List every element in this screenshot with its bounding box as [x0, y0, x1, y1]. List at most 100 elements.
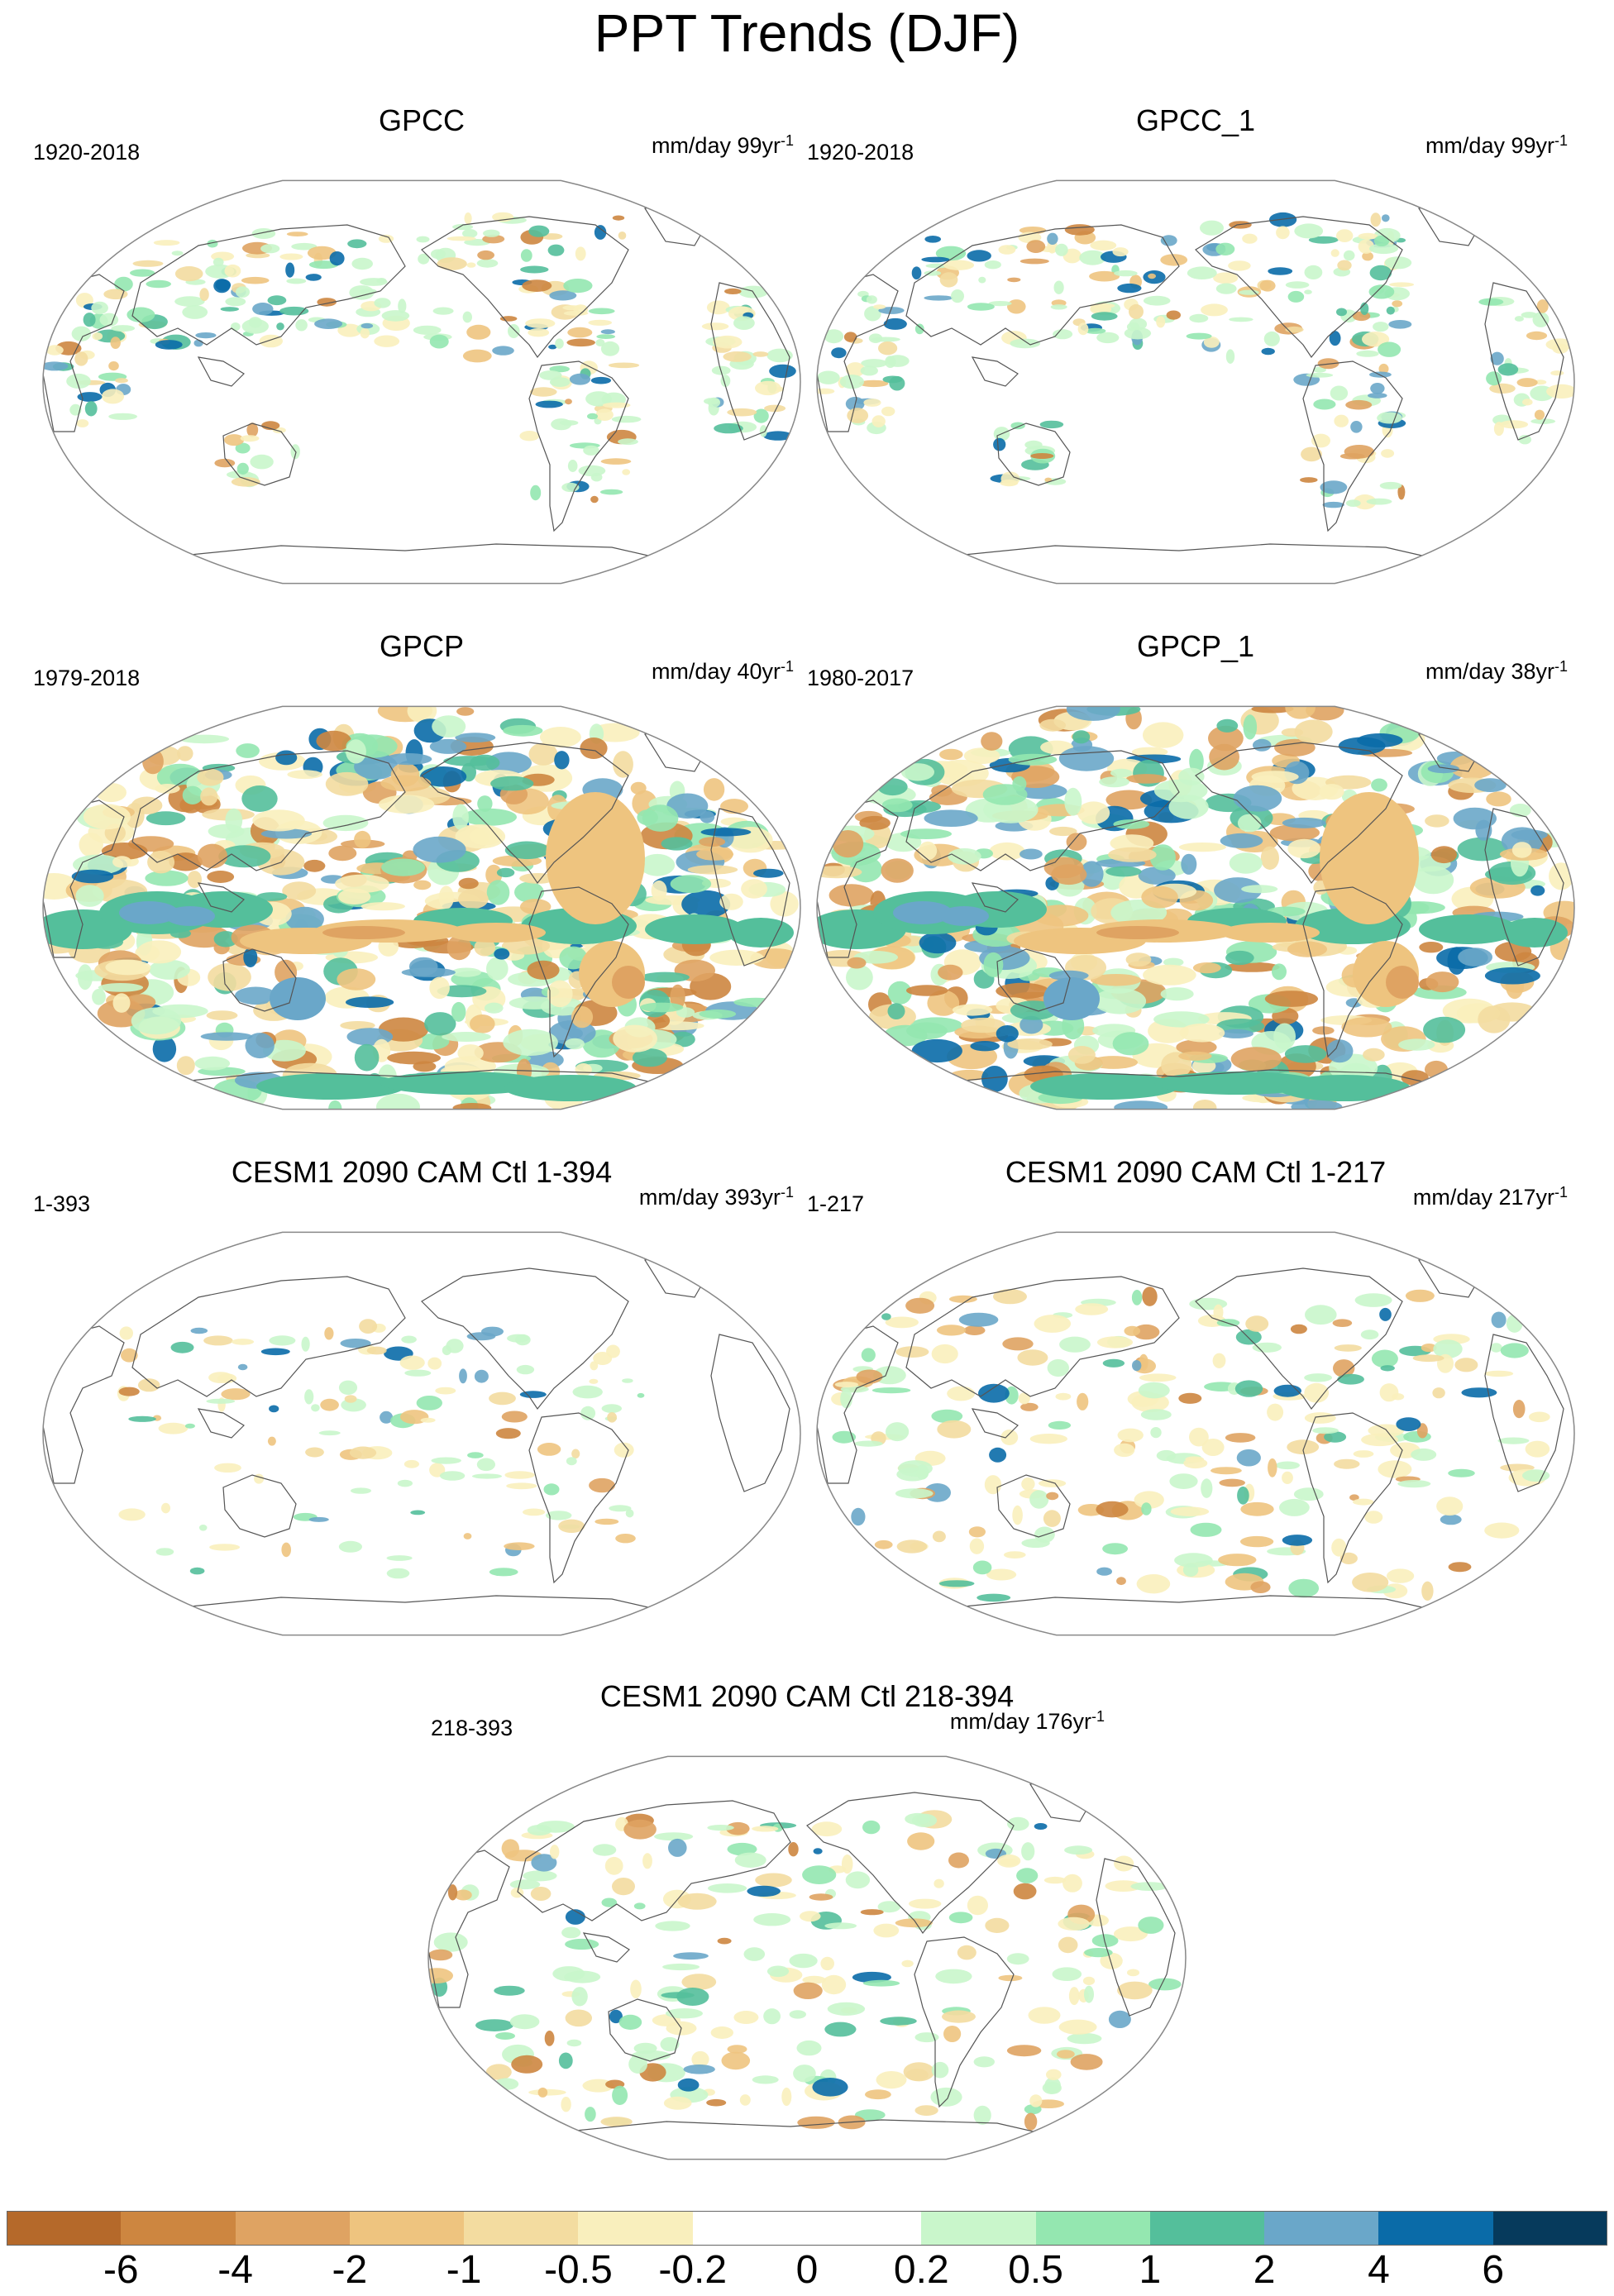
dry-trend-patch — [608, 362, 640, 369]
coastline-antarctica — [566, 2119, 1056, 2137]
colorbar-tick-label: 0 — [795, 2248, 819, 2292]
dry-trend-patch — [1160, 254, 1188, 266]
wet-trend-patch — [600, 341, 620, 356]
wet-trend-patch — [194, 1056, 231, 1071]
dry-trend-patch — [43, 873, 79, 900]
wet-trend-patch — [1530, 418, 1556, 424]
dry-trend-patch — [901, 1959, 914, 1968]
dry-trend-patch — [1127, 1969, 1139, 1977]
wet-trend-patch — [1215, 283, 1237, 294]
wet-trend-patch — [935, 1969, 972, 1984]
dry-trend-patch — [1230, 1047, 1282, 1072]
wet-trend-patch — [789, 1953, 818, 1969]
wet-trend-patch — [1237, 1486, 1249, 1505]
dry-trend-patch — [865, 2089, 891, 2100]
wet-trend-patch — [973, 2056, 995, 2068]
dry-trend-patch — [797, 2116, 835, 2129]
coastline-south-america — [1302, 360, 1403, 532]
wet-trend-patch — [852, 1971, 891, 1983]
dry-trend-patch — [501, 1839, 519, 1858]
dry-trend-patch — [1334, 1458, 1360, 1469]
colorbar-swatch — [1264, 2211, 1379, 2246]
wet-trend-patch — [285, 906, 324, 932]
wet-trend-patch — [1288, 1578, 1320, 1598]
dry-trend-patch — [79, 833, 103, 857]
dry-trend-patch — [932, 1530, 946, 1543]
wet-trend-patch — [877, 1901, 901, 1913]
dry-trend-patch — [566, 338, 595, 347]
dry-trend-patch — [1017, 1349, 1048, 1366]
dry-trend-patch — [947, 1386, 976, 1401]
wet-trend-patch — [73, 854, 124, 875]
dry-trend-band — [1220, 923, 1320, 943]
wet-trend-patch — [972, 1560, 992, 1575]
dry-trend-patch — [231, 1339, 255, 1345]
wet-trend-patch — [418, 253, 430, 265]
dry-trend-patch — [119, 1326, 133, 1340]
wet-trend-patch — [707, 397, 721, 408]
dry-trend-patch — [307, 246, 337, 260]
wet-trend-patch — [668, 1838, 687, 1857]
wet-trend-patch — [989, 1447, 1007, 1463]
dry-trend-patch — [158, 1422, 189, 1434]
dry-trend-patch — [1486, 791, 1511, 807]
dry-trend-patch — [1114, 1443, 1135, 1458]
coastline-australia — [222, 422, 297, 486]
wet-trend-patch — [1080, 861, 1104, 887]
coastline-south-america — [1302, 1412, 1403, 1584]
wet-trend-patch — [1320, 480, 1348, 494]
dry-trend-patch — [224, 264, 241, 278]
wet-trend-patch — [328, 1100, 342, 1110]
wet-trend-patch — [683, 2064, 715, 2074]
dry-trend-patch — [1333, 1359, 1355, 1377]
dry-trend-band — [1320, 792, 1419, 924]
colorbar-tick-label: -6 — [103, 2248, 139, 2292]
dry-trend-patch — [723, 351, 752, 362]
wet-trend-patch — [291, 242, 318, 251]
dry-trend-patch — [1362, 332, 1390, 347]
wet-trend-patch — [1200, 220, 1224, 236]
wet-trend-patch — [699, 1009, 737, 1019]
wet-trend-patch — [700, 810, 715, 823]
wet-trend-patch — [1518, 435, 1531, 445]
dry-trend-patch — [1339, 453, 1365, 460]
units-label: mm/day 217yr-1 — [1412, 1184, 1568, 1210]
dry-trend-patch — [477, 250, 494, 260]
dry-trend-patch — [571, 1449, 580, 1459]
dry-trend-patch — [936, 1325, 967, 1336]
wet-trend-patch — [1324, 1431, 1347, 1443]
dry-trend-patch — [525, 318, 556, 328]
wet-trend-patch — [535, 400, 563, 408]
dry-trend-patch — [1516, 378, 1538, 388]
wet-trend-patch — [1490, 1343, 1502, 1353]
dry-trend-patch — [1362, 251, 1373, 261]
dry-trend-patch — [1512, 1400, 1526, 1419]
dry-trend-patch — [420, 1417, 436, 1423]
dry-trend-patch — [390, 762, 420, 787]
dry-trend-patch — [1185, 1456, 1205, 1463]
wet-trend-patch — [420, 766, 467, 787]
wet-trend-patch — [146, 279, 171, 289]
units-label: mm/day 38yr-1 — [1425, 658, 1568, 684]
wet-trend-patch — [467, 1452, 484, 1458]
dry-trend-patch — [1304, 1412, 1336, 1424]
dry-trend-patch — [74, 351, 88, 366]
wet-trend-patch — [845, 1871, 871, 1889]
wet-trend-patch — [609, 1505, 632, 1512]
dry-trend-patch — [1100, 1952, 1123, 1969]
wet-trend-patch — [267, 295, 287, 306]
wet-trend-patch — [753, 408, 769, 423]
dry-trend-patch — [1134, 1491, 1164, 1509]
panel-title: CESM1 2090 CAM Ctl 1-217 — [1005, 1155, 1387, 1189]
dry-trend-patch — [1341, 1017, 1392, 1038]
dry-trend-patch — [1478, 1005, 1511, 1033]
dry-trend-patch — [558, 1519, 585, 1533]
wet-trend-patch — [565, 1038, 585, 1050]
dry-trend-patch — [206, 1010, 238, 1020]
wet-trend-patch — [1102, 1358, 1125, 1368]
colorbar-swatch — [692, 2211, 808, 2246]
wet-trend-patch — [572, 1385, 603, 1399]
coastline-australia — [608, 1998, 682, 2062]
dry-trend-patch — [895, 1346, 929, 1358]
wet-trend-patch — [1343, 250, 1355, 261]
